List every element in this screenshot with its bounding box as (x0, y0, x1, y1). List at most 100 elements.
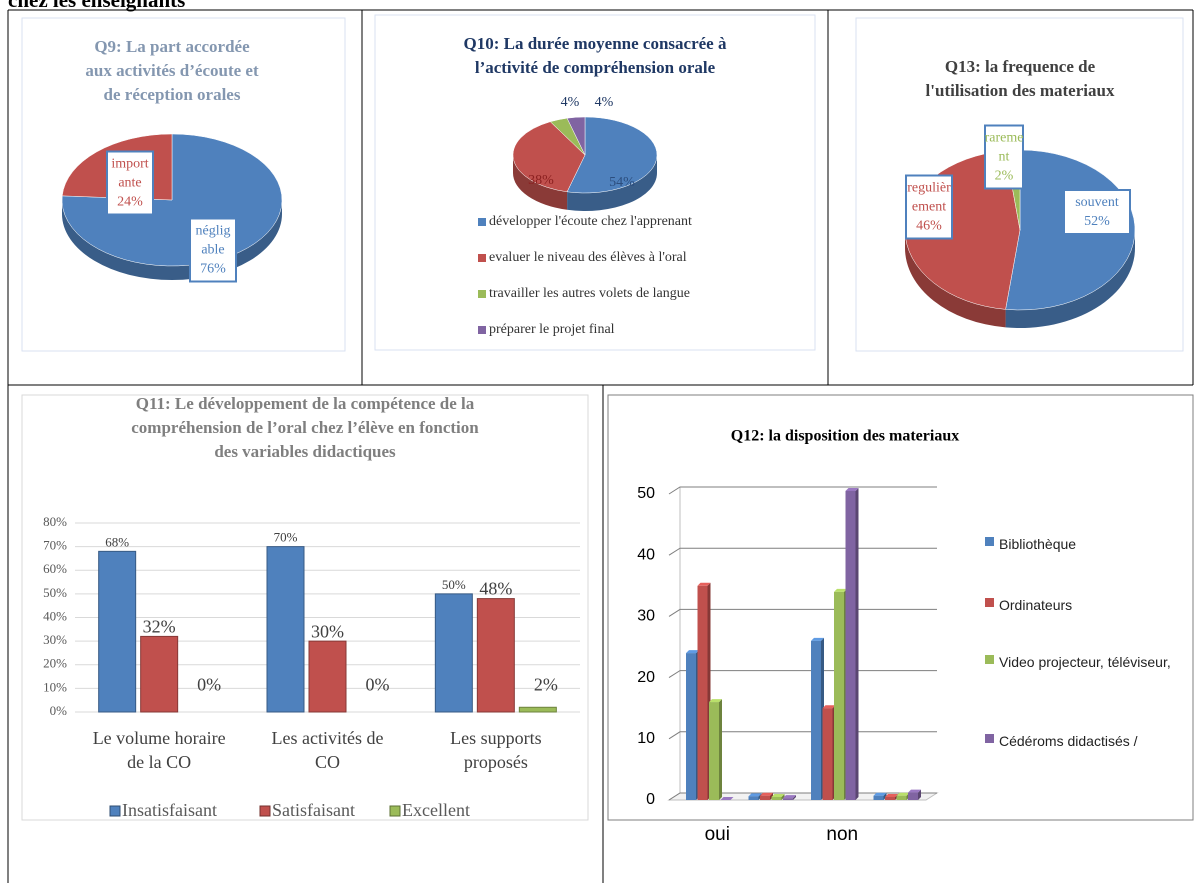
x-tick-label: oui (705, 824, 730, 845)
x-tick-label: proposés (464, 752, 528, 772)
chart-title: Q13: la frequence de (945, 57, 1096, 76)
legend-label: Bibliothèque (999, 536, 1077, 552)
y-tick-label: 50% (43, 585, 67, 600)
y-tick-label: 0 (646, 791, 655, 808)
chart-title: compréhension de l’oral chez l’élève en … (131, 418, 479, 437)
y-tick-label: 40% (43, 608, 67, 623)
bar-side (918, 789, 921, 800)
data-label: 46% (916, 219, 942, 234)
bar (266, 546, 305, 713)
x-tick-label: non (826, 824, 858, 845)
pie-slice (512, 121, 586, 193)
y-tick-label: 20% (43, 656, 67, 671)
legend-label: travailler les autres volets de langue (489, 286, 690, 301)
bar-top (709, 699, 722, 703)
y-tick-label: 50 (637, 485, 655, 502)
bar (783, 798, 793, 800)
bar (896, 795, 907, 800)
bar (697, 585, 708, 800)
pie-slice (566, 116, 658, 194)
bar (885, 796, 895, 800)
legend-item: Video projecteur, téléviseur, (985, 651, 1175, 673)
legend-swatch (985, 537, 994, 546)
legend-item: Bibliothèque (985, 533, 1175, 555)
pie-slice (566, 116, 586, 156)
bar (834, 591, 844, 800)
chart-title: des variables didactiques (214, 442, 396, 461)
bar (434, 593, 473, 713)
x-tick-label: Les supports (450, 728, 542, 748)
data-label: 2% (995, 169, 1014, 184)
bar (140, 635, 179, 713)
data-label: 70% (274, 530, 298, 545)
legend-label: préparer le projet final (489, 322, 615, 337)
x-tick-label: Les activités de (272, 728, 384, 748)
legend-swatch (985, 655, 994, 664)
bar-top (783, 795, 796, 799)
bar-top (885, 793, 898, 797)
legend-swatch (478, 218, 486, 226)
y-tick-label: 20 (637, 669, 655, 686)
bar-top (873, 792, 887, 796)
y-tick-label: 10 (637, 730, 655, 747)
data-label: 0% (197, 675, 221, 695)
bar-top (686, 650, 699, 654)
legend-swatch (259, 805, 271, 817)
data-label-box (106, 150, 154, 216)
data-label-box (905, 174, 953, 240)
bar-top (811, 637, 824, 641)
legend-label: evaluer le niveau des élèves à l'oral (489, 250, 687, 265)
y-tick-label: 70% (43, 538, 67, 553)
bar (686, 653, 696, 800)
legend-swatch (478, 254, 486, 262)
bar-side (719, 699, 722, 800)
pie-side (1005, 230, 1135, 328)
bar-side (793, 795, 796, 800)
data-label: import (111, 157, 148, 172)
y-tick-label: 30% (43, 632, 67, 647)
x-tick-label: de la CO (127, 752, 191, 772)
legend-swatch (985, 598, 994, 607)
bar-top (822, 705, 836, 709)
bar (709, 702, 719, 800)
data-label: souvent (1075, 195, 1119, 210)
bar (760, 795, 770, 800)
chart-title: de réception orales (104, 85, 241, 104)
data-label: able (201, 243, 224, 258)
data-label: ante (118, 176, 141, 191)
chart-title: Q9: La part accordée (94, 37, 250, 56)
bar-top (760, 792, 773, 796)
legend-swatch (109, 805, 121, 817)
legend-label: Ordinateurs (999, 597, 1073, 613)
bar-side (770, 792, 773, 800)
bar (476, 598, 515, 713)
y-tick-label: 10% (43, 679, 67, 694)
data-label: 4% (561, 95, 580, 110)
bar-top (720, 797, 734, 800)
data-label: 48% (479, 579, 512, 599)
data-label: 52% (1084, 214, 1110, 229)
y-tick-label: 60% (43, 561, 67, 576)
legend-swatch (985, 734, 994, 743)
legend-swatch (478, 326, 486, 334)
bar-top (748, 793, 762, 797)
legend-swatch (389, 805, 401, 817)
bar-top (697, 582, 711, 586)
bar-side (883, 792, 887, 800)
legend-label: Excellent (402, 800, 470, 820)
legend-label: Satisfaisant (272, 800, 355, 820)
y-tick-label: 80% (43, 514, 67, 529)
bar-top (771, 793, 785, 797)
data-label: 2% (534, 675, 558, 695)
bar (811, 640, 821, 800)
bar (748, 796, 759, 800)
bar (908, 792, 918, 800)
bar-top (908, 789, 921, 793)
chart-title: Q10: La durée moyenne consacrée à (464, 34, 727, 53)
data-label: 24% (117, 195, 143, 210)
bar (845, 490, 856, 800)
bar-top (896, 792, 910, 796)
legend-item: Ordinateurs (985, 594, 1175, 616)
grid-line (668, 486, 937, 495)
